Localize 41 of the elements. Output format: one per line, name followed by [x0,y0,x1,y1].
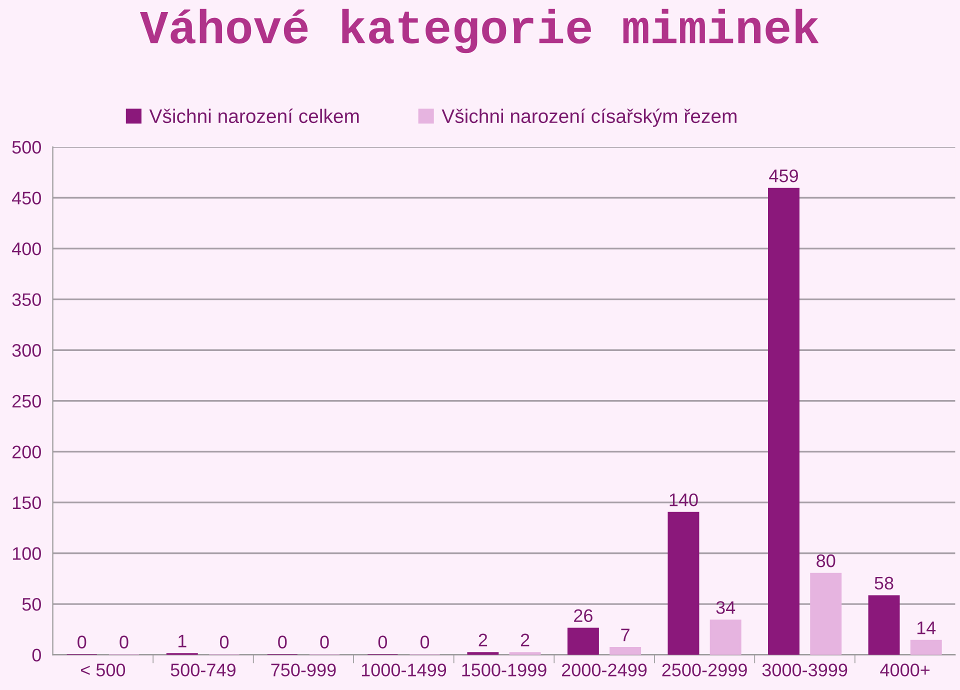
y-tick-label: 250 [12,394,41,408]
x-tick-label: 3000-3999 [762,664,848,676]
y-tick-label: 150 [12,496,41,510]
data-label: 14 [917,622,936,634]
y-tick-label: 400 [12,242,41,256]
data-label: 34 [716,601,736,614]
data-label: 2 [478,634,488,646]
y-tick-label: 350 [12,293,41,306]
x-tick-label: 2000-2499 [562,664,647,676]
data-label: 26 [574,609,592,622]
x-tick-label: < 500 [80,664,126,676]
y-tick-label: 450 [12,192,41,204]
data-label: 459 [769,169,798,182]
y-tick-label: 500 [12,140,41,154]
data-label: 0 [320,636,329,648]
data-label: 80 [816,554,836,568]
x-tick-label: 1000-1499 [362,664,446,676]
x-tick-label: 4000+ [880,664,930,676]
y-tick-label: 200 [12,446,41,458]
data-label: 0 [120,636,128,648]
y-tick-label: 300 [12,344,41,357]
legend-label: Všichni narození celkem [149,108,359,124]
data-label: 140 [670,493,698,506]
x-tick-label: 750-999 [271,664,336,676]
y-tick-label: 0 [32,648,41,662]
x-tick-label: 2500-2999 [662,664,747,676]
data-label: 0 [420,636,430,648]
y-tick-label: 50 [22,598,41,611]
chart-title: Váhové kategorie miminek [140,8,819,54]
data-label: 1 [178,634,186,648]
data-label: 2 [520,634,530,646]
data-label: 0 [278,636,287,648]
data-label: 58 [874,576,894,590]
x-tick-label: 500-749 [170,664,236,676]
y-tick-label: 100 [12,547,41,560]
x-tick-label: 1500-1999 [462,664,546,676]
data-label: 0 [378,636,387,648]
data-label: 0 [78,636,86,648]
data-label: 7 [621,628,630,642]
legend-label: Všichni narození císařským řezem [442,108,736,127]
data-label: 0 [220,636,229,648]
